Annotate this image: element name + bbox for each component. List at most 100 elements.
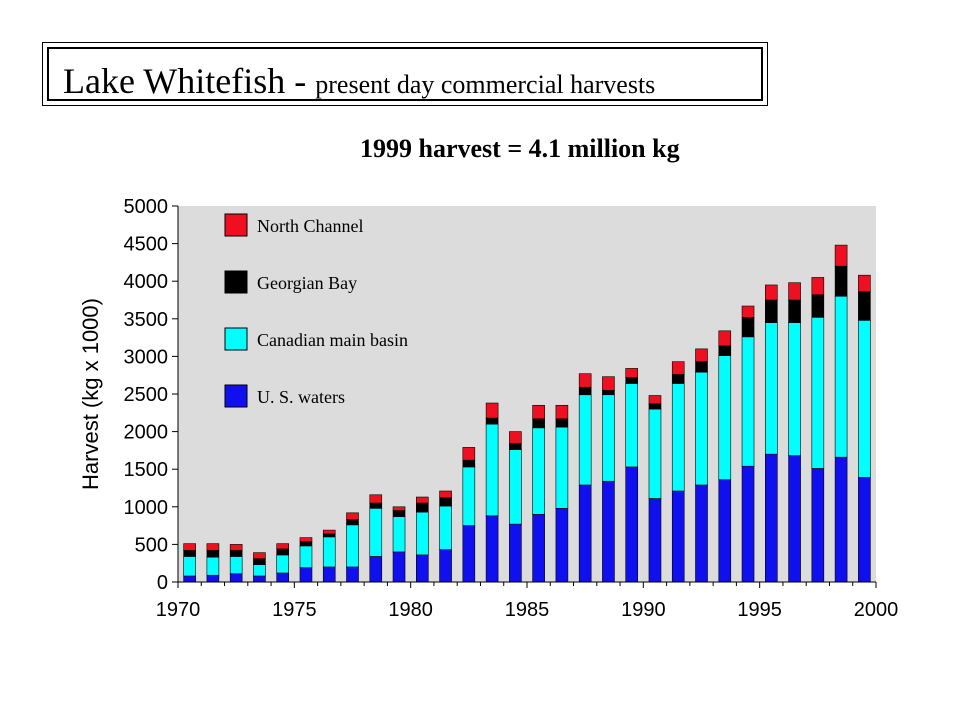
bar-segment-1975-s2 — [299, 541, 313, 547]
bar-segment-1996-s1 — [788, 322, 801, 456]
legend-label-1: Georgian Bay — [257, 273, 357, 293]
bar-segment-1983-s1 — [485, 423, 499, 517]
bar-segment-1986-s1 — [555, 426, 569, 509]
bar-segment-1996-s3 — [788, 282, 801, 301]
bar-segment-1977-s0 — [346, 566, 359, 583]
bar-segment-1997-s0 — [811, 468, 825, 583]
bar-segment-1995-s1 — [764, 322, 778, 455]
bar-segment-1988-s3 — [602, 376, 615, 391]
bar-segment-1974-s2 — [276, 548, 290, 556]
bar-segment-1990-s0 — [648, 498, 662, 583]
bar-segment-1987-s3 — [578, 373, 592, 388]
bar-segment-1992-s0 — [695, 484, 708, 583]
y-tick-label-3000: 3000 — [124, 346, 169, 368]
bar-segment-1985-s3 — [532, 404, 545, 420]
harvest-summary: 1999 harvest = 4.1 million kg — [360, 134, 680, 163]
y-axis-label: Harvest (kg x 1000) — [78, 298, 103, 490]
bar-segment-1973-s0 — [253, 575, 266, 583]
bar-segment-1984-s1 — [509, 449, 522, 525]
title-frame: Lake Whitefish - present day commercial … — [42, 42, 768, 106]
bar-segment-1972-s1 — [229, 556, 243, 575]
y-tick-label-4500: 4500 — [124, 234, 169, 256]
bar-segment-1976-s0 — [322, 566, 336, 583]
axes-group: 0 500 1000 1500 2000 2500 3000 3500 4000 4500 5000… — [124, 196, 899, 621]
plot-area — [178, 206, 876, 582]
bar-segment-1990-s2 — [648, 403, 662, 410]
bar-segment-1974-s0 — [276, 572, 290, 583]
bar-segment-1970-s2 — [183, 550, 196, 557]
bar-segment-1999-s3 — [858, 274, 871, 293]
bar-segment-1979-s1 — [392, 516, 406, 553]
bar-segment-1985-s0 — [532, 514, 545, 583]
bar-segment-1986-s2 — [555, 418, 569, 428]
bar-segment-1972-s3 — [229, 544, 243, 551]
bar-segment-1994-s2 — [741, 316, 755, 338]
bar-segment-1999-s0 — [858, 477, 871, 583]
bar-segment-1975-s0 — [299, 567, 313, 583]
bar-segment-1998-s3 — [834, 244, 848, 267]
legend-label-0: North Channel — [257, 216, 363, 236]
bar-segment-1992-s2 — [695, 361, 708, 373]
legend: North Channel Georgian Bay Canadian main b… — [224, 213, 408, 408]
bar-segment-1979-s3 — [392, 506, 406, 511]
bar-segment-1971-s2 — [206, 550, 220, 558]
bar-segment-1980-s2 — [415, 502, 429, 513]
bar-segment-1993-s0 — [718, 479, 732, 583]
y-tick-label-1500: 1500 — [124, 459, 169, 481]
bar-segment-1989-s3 — [625, 368, 639, 378]
bars-group — [183, 244, 871, 583]
bar-segment-1971-s0 — [206, 574, 220, 583]
bar-segment-1974-s3 — [276, 543, 290, 550]
page-title: Lake Whitefish - present day commercial … — [63, 60, 655, 102]
bar-segment-1983-s2 — [485, 417, 499, 425]
bar-segment-1986-s0 — [555, 507, 569, 583]
bar-segment-1978-s0 — [369, 556, 383, 583]
bar-segment-1977-s1 — [346, 524, 359, 568]
bar-segment-1988-s0 — [602, 480, 615, 583]
bar-segment-1996-s2 — [788, 299, 801, 323]
bar-segment-1976-s2 — [322, 533, 336, 538]
y-tick-label-2500: 2500 — [124, 384, 169, 406]
y-tick-label-0: 0 — [157, 572, 168, 594]
bar-segment-1979-s2 — [392, 510, 406, 517]
bar-segment-1985-s1 — [532, 427, 545, 515]
bar-segment-1981-s2 — [439, 497, 452, 507]
bar-segment-1976-s1 — [322, 536, 336, 568]
bar-segment-1989-s2 — [625, 377, 639, 384]
x-tick-label-1995: 1995 — [737, 599, 782, 621]
bar-segment-1977-s2 — [346, 519, 359, 526]
bar-segment-1990-s3 — [648, 395, 662, 405]
y-tick-label-2000: 2000 — [124, 422, 169, 444]
legend-label-2: Canadian main basin — [257, 330, 408, 350]
bar-segment-1970-s0 — [183, 575, 196, 583]
x-tick-label-2000: 2000 — [854, 599, 899, 621]
x-tick-label-1975: 1975 — [272, 599, 317, 621]
bar-segment-1982-s1 — [462, 466, 476, 526]
bar-segment-1995-s2 — [764, 299, 778, 323]
bar-segment-1987-s0 — [578, 484, 592, 583]
title-inner-frame: Lake Whitefish - present day commercial … — [47, 47, 763, 101]
bar-segment-1973-s1 — [253, 564, 266, 577]
bar-segment-1993-s1 — [718, 355, 732, 481]
bar-segment-1983-s3 — [485, 402, 499, 419]
x-tick-label-1985: 1985 — [505, 599, 550, 621]
bar-segment-1990-s1 — [648, 408, 662, 499]
bar-segment-1995-s3 — [764, 284, 778, 301]
legend-swatch-1 — [224, 270, 248, 294]
bar-segment-1971-s1 — [206, 556, 220, 576]
bar-segment-1984-s0 — [509, 523, 522, 583]
bar-segment-1975-s3 — [299, 537, 313, 542]
bar-segment-1970-s3 — [183, 543, 196, 551]
bar-segment-1975-s1 — [299, 545, 313, 569]
bar-segment-1997-s1 — [811, 316, 825, 469]
bar-segment-1981-s0 — [439, 549, 452, 583]
bar-segment-1992-s1 — [695, 371, 708, 486]
bar-segment-1973-s2 — [253, 558, 266, 566]
x-tick-label-1980: 1980 — [388, 599, 433, 621]
bar-segment-1998-s2 — [834, 265, 848, 297]
y-tick-label-4000: 4000 — [124, 271, 169, 293]
bar-segment-1980-s1 — [415, 511, 429, 556]
bar-segment-1991-s1 — [671, 383, 685, 492]
bar-segment-1983-s0 — [485, 515, 499, 583]
